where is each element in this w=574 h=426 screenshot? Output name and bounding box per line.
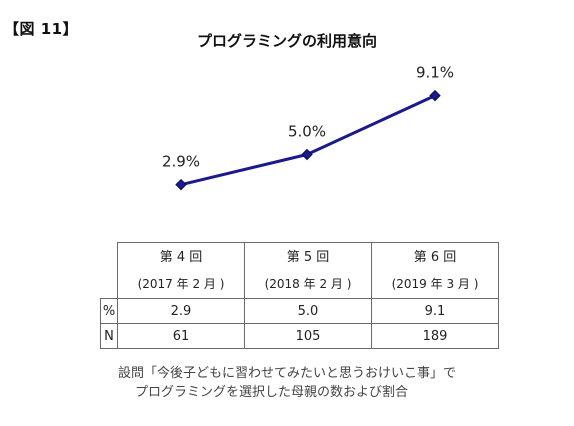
table-header-cell: 第 5 回 (2018 年 2 月 ) [244,242,372,299]
table-cell: 61 [117,323,245,349]
data-point-marker [429,89,441,102]
series-layer: 2.9% 5.0% 9.1% [162,64,454,191]
table-header-cell: 第 6 回 (2019 年 3 月 ) [371,242,499,299]
figure-label: 【図 11】 [4,20,79,38]
series-line-segment [179,153,309,187]
table-cell: 105 [244,323,372,349]
data-table: 第 4 回 (2017 年 2 月 ) 第 5 回 (2018 年 2 月 ) … [100,242,499,349]
header-date: (2018 年 2 月 ) [264,276,352,291]
caption-line-1: 設問「今後子どもに習わせてみたいと思うおけいこ事」で [118,366,457,381]
data-label: 5.0% [288,123,326,141]
table-cell: 5.0 [244,298,372,324]
table-cell: 189 [371,323,499,349]
table-row-percent: % 2.9 5.0 9.1 [100,298,499,324]
table-cell: 9.1 [371,298,499,324]
caption: 設問「今後子どもに習わせてみたいと思うおけいこ事」で プログラミングを選択した母… [118,364,538,402]
header-round: 第 4 回 [159,249,203,265]
data-point-marker [301,148,313,161]
header-round: 第 5 回 [286,249,330,265]
line-chart: 2.9% 5.0% 9.1% [162,64,454,191]
data-label: 9.1% [416,64,454,82]
header-date: (2019 年 3 月 ) [391,276,479,291]
header-round: 第 6 回 [413,249,457,265]
chart-title: プログラミングの利用意向 [196,32,377,50]
table-corner-cell [100,242,118,299]
table-header-row: 第 4 回 (2017 年 2 月 ) 第 5 回 (2018 年 2 月 ) … [100,242,499,299]
row-label-n: N [100,323,118,349]
table-cell: 2.9 [117,298,245,324]
caption-line-2: プログラミングを選択した母親の数および割合 [135,385,409,400]
series-line-segment [305,94,437,156]
header-date: (2017 年 2 月 ) [137,276,225,291]
table-row-n: N 61 105 189 [100,323,499,349]
data-point-marker [175,178,187,191]
data-label: 2.9% [162,153,200,171]
table-header-cell: 第 4 回 (2017 年 2 月 ) [117,242,245,299]
row-label-percent: % [100,298,118,324]
